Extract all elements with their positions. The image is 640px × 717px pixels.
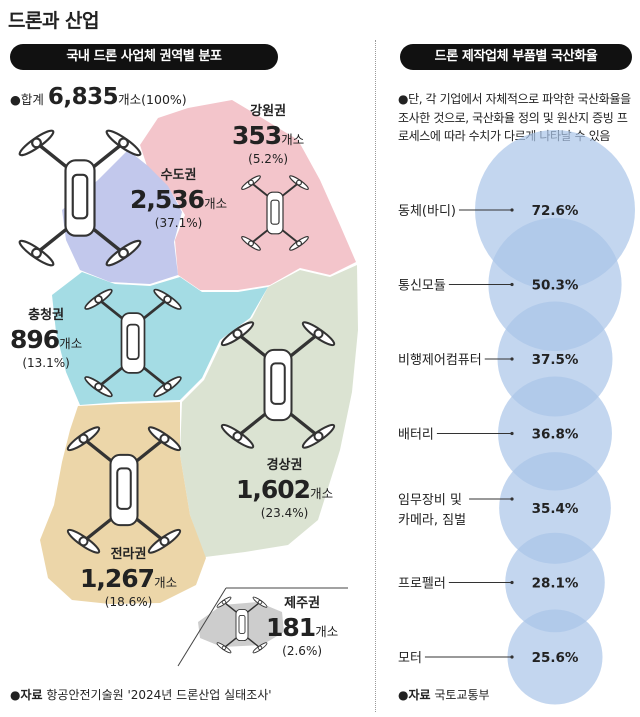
total-suffix: 개소(100%) (118, 92, 187, 107)
right-panel-header: 드론 제작업체 부품별 국산화율 (400, 44, 632, 70)
bubble (507, 609, 603, 705)
bubble (505, 532, 605, 633)
bubble-category-label: 통신모듈 (398, 279, 446, 294)
region-name: 수도권 (160, 168, 197, 183)
region-unit: 개소 (281, 132, 305, 148)
region-label-sudogwon: 수도권 2,536개소 (37.1%) (130, 168, 227, 231)
region-value: 896 (10, 325, 60, 355)
source-label: ●자료 (398, 688, 431, 702)
bubble-value-label: 50.3% (532, 278, 579, 294)
region-name: 제주권 (284, 596, 321, 611)
bubble-value-label: 28.1% (532, 576, 579, 592)
source-text: 국토교통부 (430, 688, 490, 702)
region-name: 강원권 (250, 104, 287, 119)
leader-dot (510, 655, 514, 659)
region-value: 2,536 (130, 185, 205, 215)
source-text: 항공안전기술원 '2024년 드론산업 실태조사' (42, 688, 272, 702)
region-label-jeolla: 전라권 1,267개소 (18.6%) (80, 547, 177, 610)
bubble-category-label: 동체(바디) (398, 204, 456, 219)
left-source: ●자료 항공안전기술원 '2024년 드론산업 실태조사' (10, 686, 272, 703)
region-percent: (37.1%) (154, 215, 203, 230)
region-unit: 개소 (204, 196, 228, 212)
bubble-value-label: 72.6% (532, 203, 579, 219)
leader-dot (510, 580, 514, 585)
region-percent: (18.6%) (104, 594, 153, 609)
region-label-chungcheong: 충청권 896개소 (13.1%) (10, 308, 82, 371)
bubble-value-label: 35.4% (532, 501, 579, 517)
panel-divider (375, 40, 376, 712)
region-unit: 개소 (315, 624, 339, 640)
region-unit: 개소 (310, 486, 334, 502)
region-percent: (13.1%) (22, 355, 70, 370)
page-title: 드론과 산업 (8, 10, 100, 32)
bubble-value-label: 36.8% (532, 427, 579, 443)
bubble-value-label: 25.6% (532, 650, 579, 666)
region-name: 충청권 (28, 308, 65, 323)
leader-dot (510, 357, 514, 361)
bubble-category-label: 모터 (398, 651, 422, 666)
bubble-category-label: 프로펠러 (398, 577, 446, 592)
region-value: 1,267 (80, 564, 155, 594)
jeju-divider-line (177, 587, 227, 667)
bubble-category-label: 임무장비 및 카메라, 짐벌 (398, 493, 466, 528)
region-label-gyeongsang: 경상권 1,602개소 (23.4%) (236, 458, 333, 521)
region-unit: 개소 (59, 336, 83, 352)
source-label: ●자료 (10, 688, 43, 702)
bubble-category-label: 비행제어컴퓨터 (398, 352, 482, 368)
region-value: 353 (232, 121, 282, 151)
total-count: ●합계 6,835개소(100%) (10, 84, 187, 110)
region-label-gangwon: 강원권 353개소 (5.2%) (232, 104, 304, 167)
region-value: 1,602 (236, 475, 311, 505)
leader-dot (510, 282, 514, 287)
region-unit: 개소 (154, 575, 178, 591)
total-value: 6,835 (47, 84, 119, 110)
leader-dot (510, 208, 514, 212)
region-name: 전라권 (110, 547, 147, 562)
left-panel-header: 국내 드론 사업체 권역별 분포 (10, 44, 278, 70)
bubble-category-label: 배터리 (398, 428, 434, 443)
bubble-value-label: 37.5% (532, 352, 579, 368)
right-source: ●자료 국토교통부 (398, 686, 490, 703)
total-prefix: ●합계 (10, 92, 48, 107)
leader-dot (510, 431, 514, 436)
region-percent: (5.2%) (248, 151, 289, 166)
bubble (499, 452, 611, 564)
map-region-sudogwon (62, 150, 182, 284)
region-percent: (23.4%) (260, 505, 309, 520)
region-value: 181 (266, 613, 316, 643)
region-label-jeju: 제주권 181개소 (2.6%) (266, 596, 338, 659)
region-name: 경상권 (266, 458, 303, 473)
region-percent: (2.6%) (282, 643, 323, 658)
leader-dot (510, 497, 514, 501)
